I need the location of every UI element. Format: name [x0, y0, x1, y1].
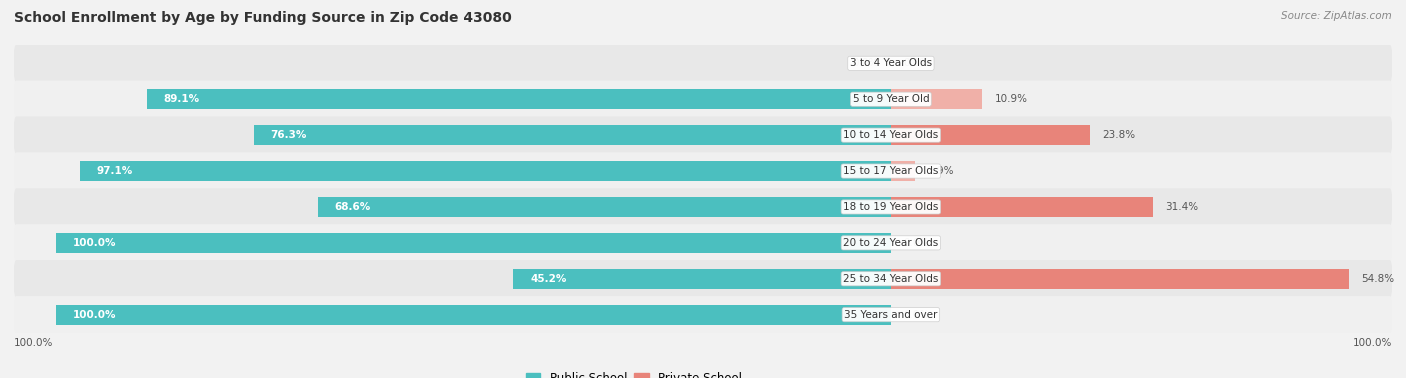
- Bar: [80, 161, 891, 181]
- FancyBboxPatch shape: [14, 152, 1392, 190]
- FancyBboxPatch shape: [14, 296, 1392, 333]
- Text: 89.1%: 89.1%: [163, 94, 200, 104]
- Text: 68.6%: 68.6%: [335, 202, 371, 212]
- Bar: [318, 197, 891, 217]
- Bar: [513, 269, 891, 289]
- Text: School Enrollment by Age by Funding Source in Zip Code 43080: School Enrollment by Age by Funding Sour…: [14, 11, 512, 25]
- Text: 100.0%: 100.0%: [14, 338, 53, 348]
- FancyBboxPatch shape: [14, 116, 1392, 154]
- Bar: [891, 89, 981, 109]
- Text: 76.3%: 76.3%: [270, 130, 307, 140]
- Bar: [56, 233, 891, 253]
- Text: 0.0%: 0.0%: [852, 58, 879, 68]
- Text: 23.8%: 23.8%: [1102, 130, 1135, 140]
- Text: 31.4%: 31.4%: [1166, 202, 1199, 212]
- Bar: [891, 269, 1348, 289]
- Bar: [253, 125, 891, 145]
- Text: 10 to 14 Year Olds: 10 to 14 Year Olds: [844, 130, 939, 140]
- Legend: Public School, Private School: Public School, Private School: [522, 367, 747, 378]
- Bar: [891, 197, 1153, 217]
- Text: 25 to 34 Year Olds: 25 to 34 Year Olds: [844, 274, 939, 284]
- Text: 100.0%: 100.0%: [1353, 338, 1392, 348]
- FancyBboxPatch shape: [14, 81, 1392, 118]
- FancyBboxPatch shape: [14, 45, 1392, 82]
- Text: 45.2%: 45.2%: [530, 274, 567, 284]
- Text: 10.9%: 10.9%: [994, 94, 1028, 104]
- Text: 5 to 9 Year Old: 5 to 9 Year Old: [852, 94, 929, 104]
- Text: 97.1%: 97.1%: [97, 166, 134, 176]
- Text: 54.8%: 54.8%: [1361, 274, 1395, 284]
- Text: 18 to 19 Year Olds: 18 to 19 Year Olds: [844, 202, 939, 212]
- Text: 35 Years and over: 35 Years and over: [844, 310, 938, 320]
- Bar: [891, 161, 915, 181]
- FancyBboxPatch shape: [14, 188, 1392, 226]
- Text: 3 to 4 Year Olds: 3 to 4 Year Olds: [849, 58, 932, 68]
- Text: 2.9%: 2.9%: [928, 166, 955, 176]
- Text: 0.0%: 0.0%: [904, 310, 929, 320]
- Bar: [891, 125, 1090, 145]
- Text: 20 to 24 Year Olds: 20 to 24 Year Olds: [844, 238, 939, 248]
- Bar: [56, 305, 891, 325]
- FancyBboxPatch shape: [14, 260, 1392, 297]
- Text: 100.0%: 100.0%: [73, 238, 117, 248]
- Text: Source: ZipAtlas.com: Source: ZipAtlas.com: [1281, 11, 1392, 21]
- Bar: [146, 89, 891, 109]
- Text: 15 to 17 Year Olds: 15 to 17 Year Olds: [844, 166, 939, 176]
- FancyBboxPatch shape: [14, 224, 1392, 262]
- Text: 0.0%: 0.0%: [904, 58, 929, 68]
- Text: 0.0%: 0.0%: [904, 238, 929, 248]
- Text: 100.0%: 100.0%: [73, 310, 117, 320]
